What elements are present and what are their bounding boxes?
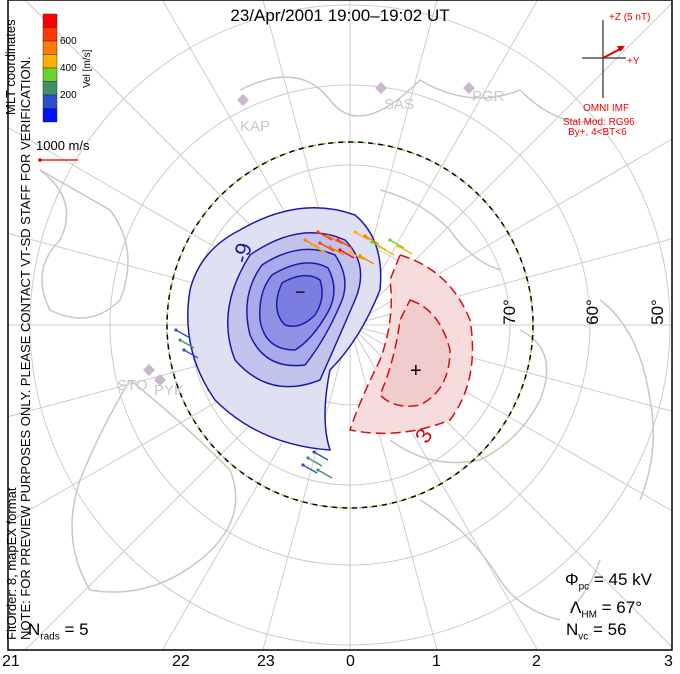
fit-order-note: FitOrder: 8, mapEX format bbox=[4, 487, 19, 640]
colorbar-tick: 400 bbox=[60, 63, 77, 74]
velocity-vector bbox=[313, 451, 329, 461]
colorbar-tick: 200 bbox=[60, 90, 77, 101]
velocity-vector bbox=[311, 244, 327, 254]
velocity-vector bbox=[339, 249, 355, 259]
velocity-vector bbox=[354, 231, 370, 241]
velocity-vector bbox=[307, 457, 323, 467]
station-pyk: PYK bbox=[154, 382, 185, 399]
velocity-vector bbox=[319, 242, 335, 252]
mlt-tick: 22 bbox=[172, 653, 190, 670]
colorbar-tick: 600 bbox=[60, 36, 77, 47]
velocity-vector bbox=[327, 235, 343, 245]
scale-vector-label: 1000 m/s bbox=[36, 138, 90, 153]
velocity-vector bbox=[337, 239, 353, 249]
velocity-vector bbox=[179, 339, 195, 349]
lat-label-70: 70° bbox=[499, 299, 519, 325]
plot-title: 23/Apr/2001 19:00–19:02 UT bbox=[230, 6, 450, 25]
station-kap: KAP bbox=[240, 118, 271, 135]
lat-label-50: 50° bbox=[647, 299, 667, 325]
potential-min-marker: − bbox=[295, 282, 306, 302]
mlt-tick: 2 bbox=[532, 653, 541, 670]
stat-radars: Nrads = 5 bbox=[28, 620, 89, 643]
colorbar-swatch bbox=[42, 67, 58, 82]
plot-frame bbox=[7, 0, 673, 651]
velocity-vector bbox=[397, 245, 413, 255]
station-markers bbox=[143, 82, 475, 386]
stat-hm-latitude: ΛHM = 67° bbox=[570, 598, 643, 621]
station-pgr: PGR bbox=[472, 88, 505, 105]
velocity-vector bbox=[359, 255, 375, 265]
velocity-vector bbox=[317, 469, 333, 479]
colorbar-swatch bbox=[42, 54, 58, 69]
velocity-vector bbox=[175, 329, 191, 339]
colorbar-swatch bbox=[42, 108, 58, 123]
mlt-meridian bbox=[262, 324, 351, 651]
velocity-vector bbox=[302, 464, 318, 474]
colorbar-label: Vel [m/s] bbox=[82, 49, 93, 88]
preview-note: NOTE: FOR PREVIEW PURPOSES ONLY. PLEASE … bbox=[18, 56, 33, 640]
station-sto: STO bbox=[117, 377, 148, 394]
velocity-vector bbox=[317, 231, 333, 241]
velocity-vector bbox=[389, 239, 405, 249]
lat-label-60: 60° bbox=[582, 299, 602, 325]
imf-y-label: +Y bbox=[627, 56, 640, 67]
imf-source: OMNI IMF bbox=[583, 103, 630, 114]
colorbar-swatch bbox=[42, 94, 58, 109]
imf-condition: By+, 4<BT<6 bbox=[568, 127, 627, 138]
potential-max-marker: + bbox=[410, 360, 422, 382]
mlt-tick: 21 bbox=[2, 653, 20, 670]
velocity-vector bbox=[379, 246, 395, 256]
colorbar bbox=[42, 13, 58, 123]
station-sas: SAS bbox=[384, 96, 415, 113]
velocity-vector bbox=[349, 251, 365, 261]
coordinate-label: MLT coordinates bbox=[3, 19, 18, 115]
mlt-meridian bbox=[349, 324, 438, 651]
velocity-vector bbox=[329, 246, 345, 256]
mlt-tick: 1 bbox=[432, 653, 441, 670]
mlt-tick: 23 bbox=[257, 653, 275, 670]
coastlines bbox=[39, 76, 655, 621]
stat-vectors: Nvc = 56 bbox=[566, 620, 627, 643]
imf-z-label: +Z (5 nT) bbox=[609, 12, 651, 23]
stat-potential: Φpc = 45 kV bbox=[565, 570, 652, 593]
imf-vector bbox=[602, 47, 623, 59]
mlt-tick: 3 bbox=[664, 653, 673, 670]
velocity-vector bbox=[364, 235, 380, 245]
heppner-maynard-boundary bbox=[166, 141, 534, 509]
velocity-vector bbox=[183, 349, 199, 359]
colorbar-swatch bbox=[42, 40, 58, 55]
colorbar-swatch bbox=[42, 27, 58, 42]
colorbar-swatch bbox=[42, 81, 58, 96]
mlt-tick: 0 bbox=[346, 653, 355, 670]
imf-model: Stat Mod: RG96 bbox=[563, 117, 635, 128]
